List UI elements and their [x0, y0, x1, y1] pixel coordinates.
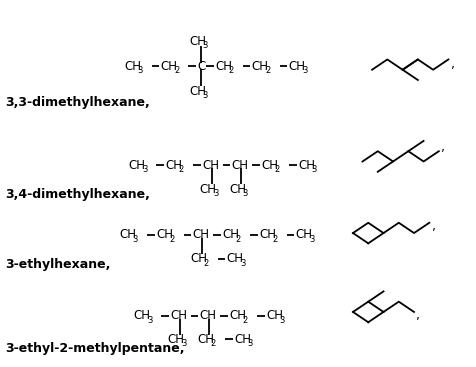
Text: CH: CH — [298, 159, 315, 172]
Text: 3: 3 — [202, 41, 207, 50]
Text: CH: CH — [231, 159, 248, 172]
Text: CH: CH — [222, 228, 239, 241]
Text: ,: , — [440, 141, 444, 154]
Text: 2: 2 — [210, 339, 216, 348]
Text: 2: 2 — [174, 66, 179, 75]
Text: 2: 2 — [272, 235, 277, 244]
Text: 3: 3 — [142, 165, 147, 174]
Text: 3: 3 — [132, 235, 138, 244]
Text: 3: 3 — [213, 189, 218, 198]
Text: CH: CH — [192, 228, 209, 241]
Text: CH: CH — [119, 228, 136, 241]
Text: CH: CH — [197, 333, 214, 346]
Text: CH: CH — [202, 159, 219, 172]
Text: 2: 2 — [242, 316, 248, 324]
Text: CH: CH — [124, 59, 141, 73]
Text: CH: CH — [188, 34, 206, 48]
Text: 3: 3 — [242, 189, 248, 198]
Text: CH: CH — [228, 182, 246, 196]
Text: 3-ethylhexane,: 3-ethylhexane, — [5, 258, 110, 271]
Text: 3: 3 — [240, 259, 245, 268]
Text: 2: 2 — [235, 235, 240, 244]
Text: CH: CH — [168, 333, 184, 346]
Text: 3: 3 — [301, 66, 307, 75]
Text: CH: CH — [129, 159, 146, 172]
Text: CH: CH — [288, 59, 305, 73]
Text: CH: CH — [189, 252, 207, 265]
Text: 3: 3 — [202, 91, 207, 100]
Text: CH: CH — [199, 309, 217, 322]
Text: CH: CH — [266, 309, 283, 322]
Text: 3: 3 — [247, 339, 252, 348]
Text: CH: CH — [234, 333, 250, 346]
Text: CH: CH — [165, 159, 182, 172]
Text: C: C — [197, 59, 205, 73]
Text: 3,4-dimethylhexane,: 3,4-dimethylhexane, — [5, 188, 149, 201]
Text: 2: 2 — [178, 165, 184, 174]
Text: 3: 3 — [137, 66, 142, 75]
Text: CH: CH — [261, 159, 278, 172]
Text: CH: CH — [295, 228, 312, 241]
Text: 3: 3 — [279, 316, 284, 324]
Text: CH: CH — [215, 59, 232, 73]
Text: 2: 2 — [203, 259, 208, 268]
Text: 2: 2 — [265, 66, 270, 75]
Text: 3,3-dimethylhexane,: 3,3-dimethylhexane, — [5, 96, 149, 109]
Text: CH: CH — [188, 84, 206, 98]
Text: 2: 2 — [274, 165, 279, 174]
Text: ,: , — [416, 309, 419, 322]
Text: ,: , — [431, 220, 435, 233]
Text: CH: CH — [229, 309, 246, 322]
Text: 3: 3 — [308, 235, 314, 244]
Text: CH: CH — [170, 309, 187, 322]
Text: CH: CH — [156, 228, 173, 241]
Text: 3-ethyl-2-methylpentane,: 3-ethyl-2-methylpentane, — [5, 342, 184, 355]
Text: CH: CH — [133, 309, 150, 322]
Text: CH: CH — [227, 252, 243, 265]
Text: 3: 3 — [147, 316, 152, 324]
Text: 3: 3 — [311, 165, 316, 174]
Text: 2: 2 — [169, 235, 174, 244]
Text: CH: CH — [258, 228, 276, 241]
Text: ,: , — [450, 58, 454, 72]
Text: CH: CH — [160, 59, 178, 73]
Text: 2: 2 — [228, 66, 233, 75]
Text: CH: CH — [251, 59, 268, 73]
Text: 3: 3 — [181, 339, 186, 348]
Text: CH: CH — [199, 182, 216, 196]
